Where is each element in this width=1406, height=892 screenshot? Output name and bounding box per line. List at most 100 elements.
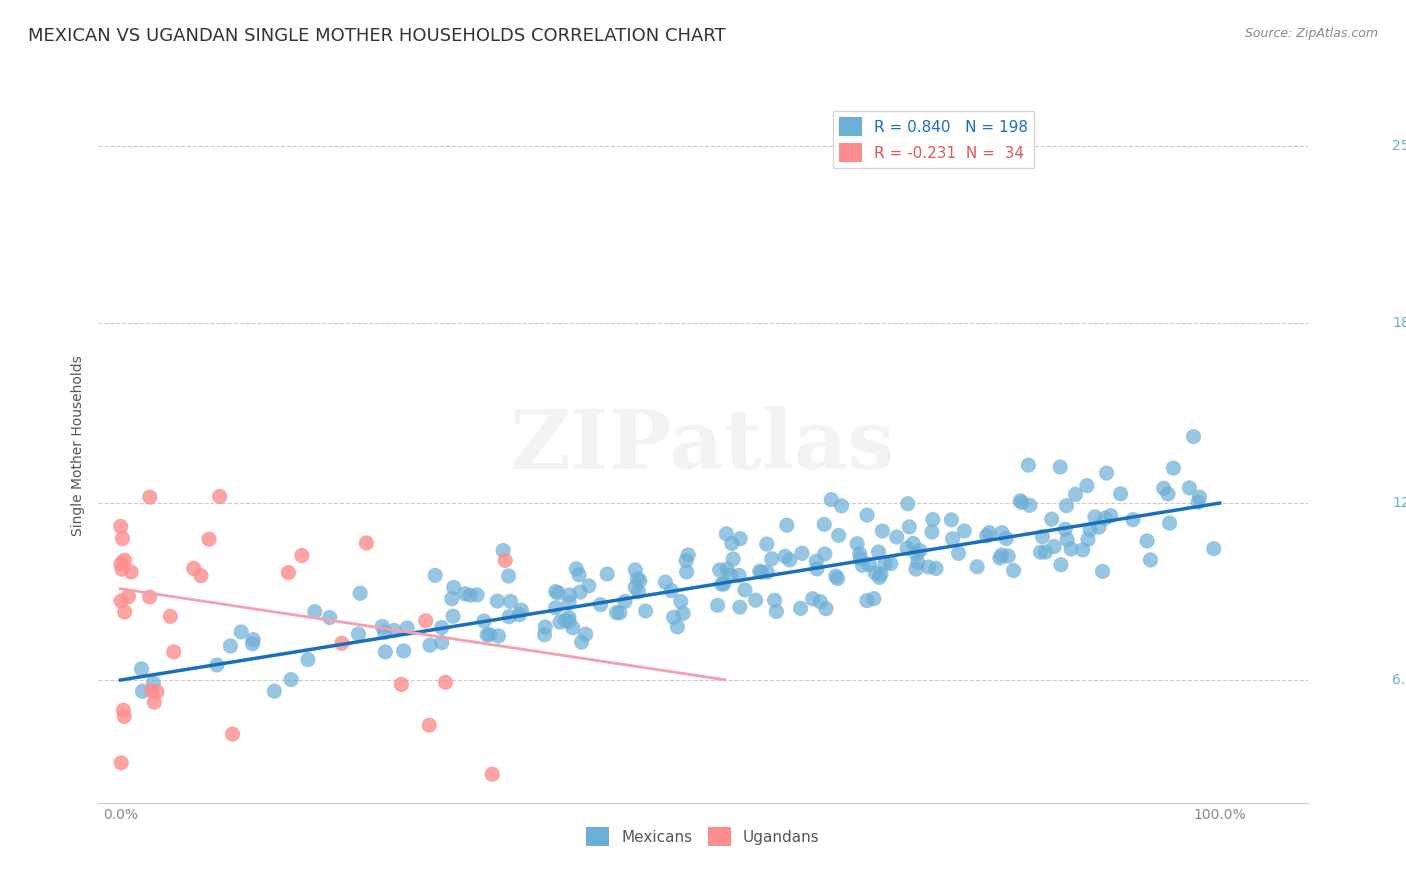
Mexicans	[873, 557, 896, 571]
Mexicans	[676, 548, 699, 562]
Mexicans	[1122, 513, 1144, 527]
Mexicans	[710, 577, 733, 591]
Mexicans	[304, 605, 326, 619]
Mexicans	[142, 676, 165, 690]
Mexicans	[1136, 533, 1159, 548]
Mexicans	[905, 547, 928, 561]
Mexicans	[918, 560, 941, 574]
Mexicans	[846, 537, 869, 551]
Mexicans	[827, 572, 849, 586]
Mexicans	[716, 526, 738, 541]
Mexicans	[430, 635, 453, 649]
Ugandans	[112, 709, 135, 723]
Mexicans	[948, 546, 970, 560]
Mexicans	[991, 525, 1014, 540]
Mexicans	[779, 553, 801, 567]
Mexicans	[828, 528, 851, 542]
Mexicans	[813, 517, 835, 532]
Mexicans	[1076, 478, 1098, 492]
Legend: Mexicans, Ugandans: Mexicans, Ugandans	[581, 822, 825, 852]
Text: MEXICAN VS UGANDAN SINGLE MOTHER HOUSEHOLDS CORRELATION CHART: MEXICAN VS UGANDAN SINGLE MOTHER HOUSEHO…	[28, 27, 725, 45]
Mexicans	[976, 529, 998, 543]
Mexicans	[868, 545, 890, 559]
Mexicans	[498, 609, 520, 624]
Mexicans	[896, 541, 918, 556]
Mexicans	[1056, 533, 1078, 547]
Mexicans	[624, 580, 647, 594]
Mexicans	[748, 564, 770, 578]
Mexicans	[870, 567, 893, 582]
Mexicans	[851, 558, 873, 573]
Ugandans	[112, 703, 135, 717]
Ugandans	[198, 533, 221, 547]
Mexicans	[1182, 429, 1205, 443]
Mexicans	[904, 562, 927, 576]
Mexicans	[1071, 543, 1094, 558]
Mexicans	[886, 530, 908, 544]
Mexicans	[554, 613, 576, 627]
Mexicans	[723, 552, 745, 566]
Mexicans	[863, 591, 886, 606]
Mexicans	[801, 591, 824, 606]
Ugandans	[139, 490, 162, 504]
Mexicans	[458, 588, 481, 602]
Mexicans	[430, 621, 453, 635]
Mexicans	[575, 627, 598, 641]
Mexicans	[990, 548, 1012, 562]
Mexicans	[1054, 522, 1077, 536]
Mexicans	[1188, 490, 1211, 504]
Mexicans	[478, 628, 501, 642]
Mexicans	[761, 551, 783, 566]
Mexicans	[396, 621, 419, 635]
Mexicans	[966, 559, 988, 574]
Ugandans	[190, 568, 212, 582]
Mexicans	[749, 566, 772, 580]
Mexicans	[534, 620, 557, 634]
Mexicans	[675, 554, 697, 568]
Mexicans	[634, 604, 657, 618]
Mexicans	[558, 596, 581, 610]
Mexicans	[773, 549, 796, 564]
Mexicans	[1094, 511, 1116, 525]
Mexicans	[921, 512, 943, 526]
Mexicans	[1157, 487, 1180, 501]
Mexicans	[898, 520, 921, 534]
Mexicans	[953, 524, 976, 538]
Mexicans	[1078, 523, 1101, 537]
Ugandans	[418, 718, 440, 732]
Mexicans	[392, 644, 415, 658]
Mexicans	[706, 599, 728, 613]
Ugandans	[143, 695, 166, 709]
Mexicans	[374, 645, 396, 659]
Mexicans	[569, 585, 592, 599]
Mexicans	[806, 562, 828, 576]
Ugandans	[277, 566, 299, 580]
Mexicans	[548, 615, 571, 629]
Mexicans	[475, 628, 498, 642]
Mexicans	[613, 594, 636, 608]
Mexicans	[510, 603, 533, 617]
Ugandans	[120, 565, 142, 579]
Mexicans	[744, 593, 766, 607]
Mexicans	[589, 598, 612, 612]
Mexicans	[856, 508, 879, 522]
Ugandans	[117, 590, 139, 604]
Mexicans	[131, 662, 153, 676]
Ugandans	[146, 685, 169, 699]
Ugandans	[434, 675, 457, 690]
Text: 18.8%: 18.8%	[1392, 317, 1406, 330]
Mexicans	[728, 568, 751, 582]
Mexicans	[205, 657, 228, 672]
Mexicans	[662, 610, 685, 624]
Ugandans	[114, 553, 136, 567]
Mexicans	[997, 549, 1019, 563]
Ugandans	[389, 677, 412, 691]
Mexicans	[558, 615, 581, 629]
Mexicans	[454, 587, 477, 601]
Text: Source: ZipAtlas.com: Source: ZipAtlas.com	[1244, 27, 1378, 40]
Mexicans	[627, 584, 650, 599]
Mexicans	[499, 594, 522, 608]
Mexicans	[1091, 565, 1114, 579]
Mexicans	[609, 606, 631, 620]
Mexicans	[1049, 460, 1071, 475]
